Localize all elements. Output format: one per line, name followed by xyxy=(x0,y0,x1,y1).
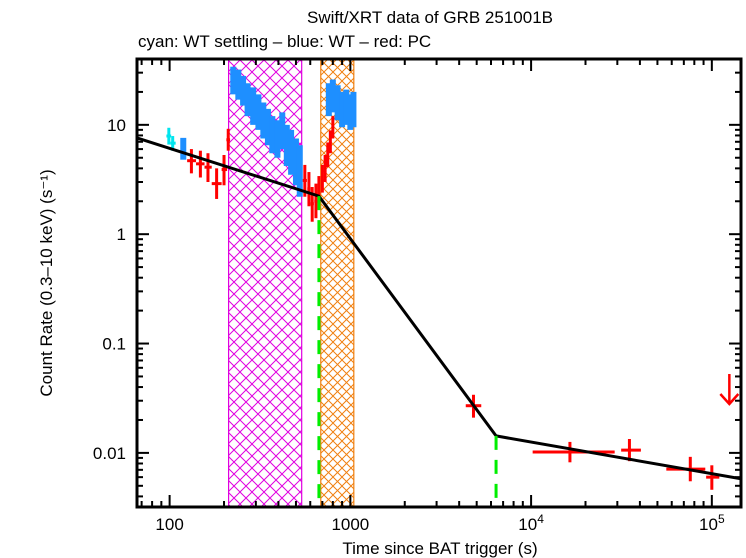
upper-limit-arrow xyxy=(719,373,740,406)
data-point xyxy=(532,441,615,463)
data-point xyxy=(296,145,303,197)
data-point xyxy=(331,116,335,139)
data-point xyxy=(269,116,276,154)
data-point xyxy=(244,83,251,117)
chart-title: Swift/XRT data of GRB 251001B xyxy=(307,8,553,27)
y-axis-label: Count Rate (0.3–10 keV) (s⁻¹) xyxy=(37,169,56,396)
data-point xyxy=(320,164,324,193)
data-point xyxy=(274,120,281,158)
upper-limit-head xyxy=(719,393,740,406)
data-point xyxy=(314,183,318,219)
y-tick-label: 1 xyxy=(117,225,126,244)
data-point xyxy=(334,85,341,121)
data-point xyxy=(307,172,311,207)
data-point xyxy=(260,102,267,139)
y-tick-label: 10 xyxy=(107,116,126,135)
x-axis-label: Time since BAT trigger (s) xyxy=(342,539,537,558)
x-tick-label: 105 xyxy=(699,512,725,534)
data-point xyxy=(235,69,242,100)
data-point xyxy=(240,75,247,106)
data-point xyxy=(326,142,330,168)
data-point xyxy=(264,108,271,146)
y-tick-label: 0.01 xyxy=(93,444,126,463)
data-point xyxy=(288,129,295,175)
data-point xyxy=(323,154,327,183)
excluded-region-flare-2 xyxy=(320,59,355,507)
data-point xyxy=(221,154,228,186)
model-line xyxy=(137,136,741,481)
data-point xyxy=(187,149,197,174)
data-point xyxy=(706,465,720,490)
x-tick-label: 100 xyxy=(155,515,183,534)
data-point xyxy=(350,91,357,128)
data-point xyxy=(329,79,336,113)
data-point xyxy=(230,66,237,95)
y-tick-label: 0.1 xyxy=(102,335,126,354)
data-point xyxy=(180,137,187,160)
x-tick-label: 104 xyxy=(518,512,544,534)
chart-subtitle: cyan: WT settling – blue: WT – red: PC xyxy=(138,32,431,51)
data-point xyxy=(328,130,332,154)
data-point xyxy=(255,94,262,130)
data-point xyxy=(166,127,172,145)
data-point xyxy=(196,150,205,178)
data-point xyxy=(226,128,231,151)
data-point xyxy=(279,112,286,150)
data-point xyxy=(250,87,257,125)
data-point xyxy=(211,168,222,199)
data-point xyxy=(621,438,641,462)
x-tick-label: 1000 xyxy=(331,515,369,534)
data-point xyxy=(204,153,212,183)
plot-frame xyxy=(135,57,743,509)
